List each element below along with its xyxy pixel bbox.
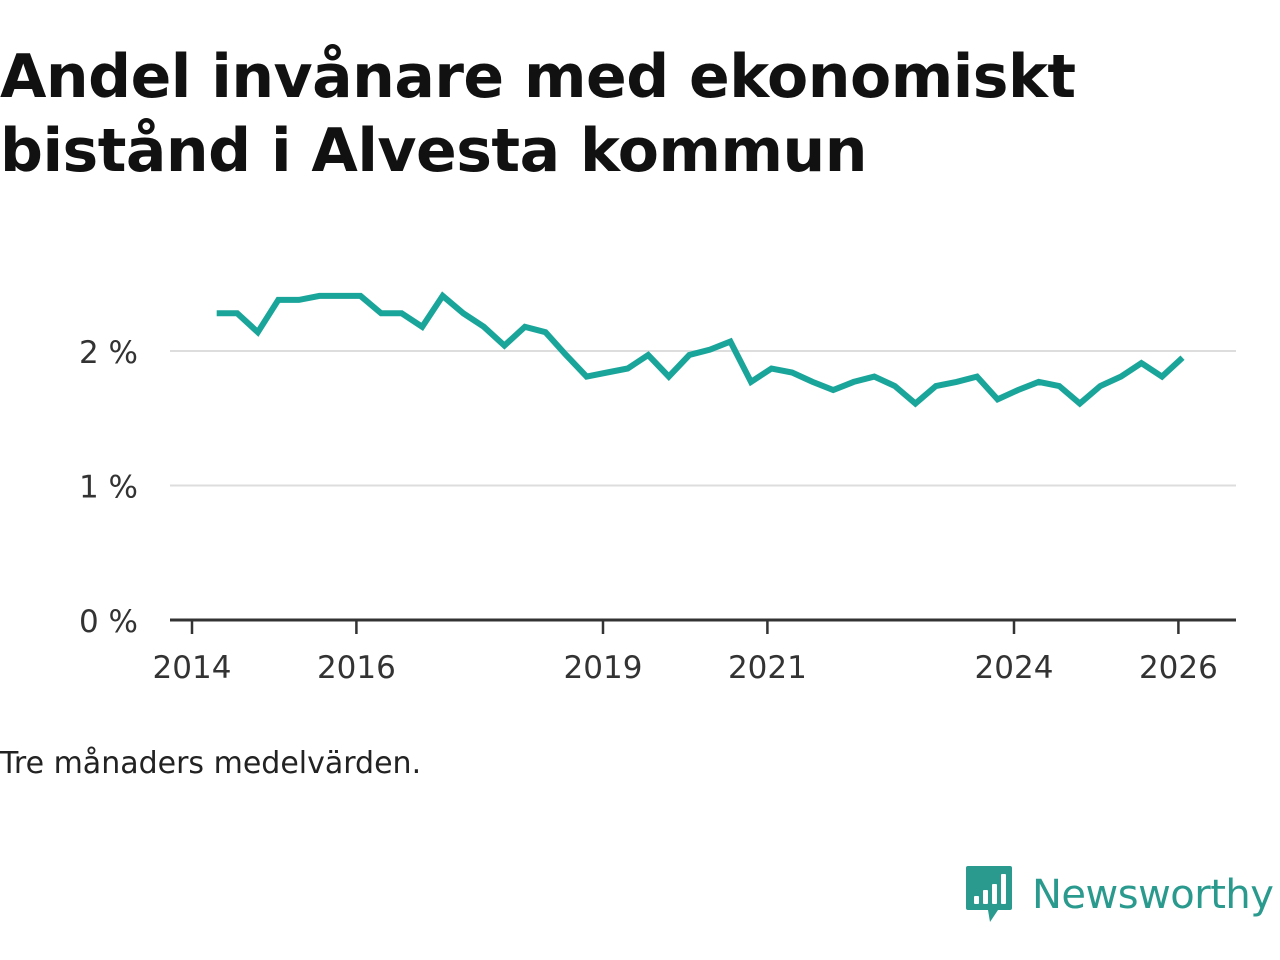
y-tick-label: 2 %	[79, 335, 138, 371]
brand-logo: Newsworthy	[964, 864, 1274, 926]
y-tick-label: 1 %	[79, 470, 138, 506]
series-line	[216, 291, 1185, 408]
x-tick-label: 2021	[728, 650, 807, 686]
newsworthy-logo-icon	[966, 866, 1012, 922]
x-tick-label: 2014	[153, 650, 232, 686]
y-tick-label: 0 %	[79, 604, 138, 640]
series	[216, 291, 1185, 408]
chart-note: Tre månaders medelvärden.	[0, 746, 422, 781]
x-tick-label: 2024	[975, 650, 1054, 686]
brand-name: Newsworthy	[1032, 872, 1274, 918]
gridlines	[170, 350, 1236, 487]
x-tick-label: 2019	[564, 650, 643, 686]
axes: 0 % 1 % 2 % 2014 2016 2019 2021 2024 2026	[79, 335, 1236, 686]
x-tick-label: 2016	[317, 650, 396, 686]
x-tick-label: 2026	[1139, 650, 1218, 686]
chart-title: Andel invånare med ekonomiskt bistånd i …	[0, 42, 1076, 186]
